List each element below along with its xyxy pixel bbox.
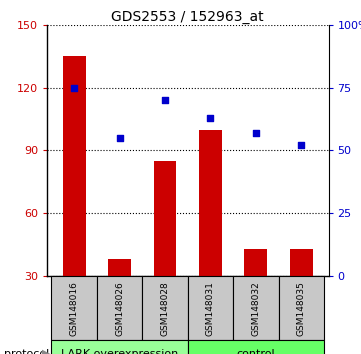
Bar — [63, 56, 86, 339]
Bar — [244, 249, 267, 339]
Bar — [52, 276, 97, 340]
Title: GDS2553 / 152963_at: GDS2553 / 152963_at — [112, 10, 264, 24]
Text: LARK overexpression: LARK overexpression — [61, 349, 178, 354]
Text: GSM148028: GSM148028 — [161, 281, 170, 336]
Text: ▶: ▶ — [42, 348, 51, 354]
Bar — [52, 340, 188, 354]
Text: GSM148031: GSM148031 — [206, 281, 215, 336]
Text: control: control — [236, 349, 275, 354]
Point — [208, 115, 213, 121]
Bar — [290, 249, 313, 339]
Point — [71, 85, 77, 91]
Point — [162, 97, 168, 103]
Bar — [279, 276, 324, 340]
Text: GSM148035: GSM148035 — [297, 281, 306, 336]
Bar — [199, 130, 222, 339]
Bar — [188, 276, 233, 340]
Bar — [142, 276, 188, 340]
Bar — [154, 161, 177, 339]
Bar — [108, 259, 131, 339]
Point — [117, 135, 122, 141]
Point — [299, 143, 304, 148]
Point — [253, 130, 259, 136]
Bar — [188, 340, 324, 354]
Text: GSM148016: GSM148016 — [70, 281, 79, 336]
Text: protocol: protocol — [4, 349, 49, 354]
Bar — [97, 276, 142, 340]
Text: GSM148026: GSM148026 — [115, 281, 124, 336]
Bar — [233, 276, 279, 340]
Text: GSM148032: GSM148032 — [251, 281, 260, 336]
